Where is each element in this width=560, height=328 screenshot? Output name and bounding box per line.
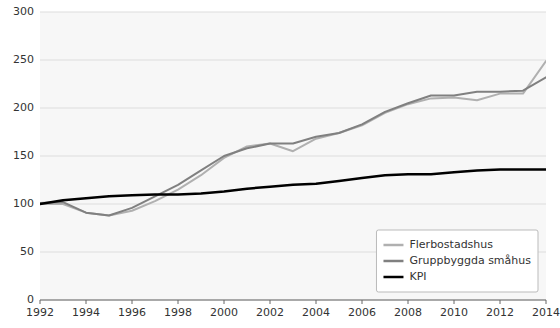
x-tick — [270, 300, 271, 304]
x-tick-label: 2006 — [348, 306, 376, 319]
series-line — [40, 61, 546, 216]
x-tick — [86, 300, 87, 304]
x-tick — [224, 300, 225, 304]
grid-line — [40, 300, 546, 301]
legend-swatch — [383, 276, 403, 279]
y-tick-label: 300 — [13, 5, 34, 18]
legend-swatch — [383, 260, 403, 263]
x-tick — [132, 300, 133, 304]
x-tick — [408, 300, 409, 304]
y-tick-label: 250 — [13, 53, 34, 66]
y-tick-label: 150 — [13, 149, 34, 162]
x-axis: 1992 1994 1996 1998 2000 2002 2004 2006 2008 2010… — [26, 300, 560, 319]
x-axis-line — [40, 300, 546, 301]
y-tick-label: 200 — [13, 101, 34, 114]
series-line — [40, 169, 546, 204]
grid-line — [40, 156, 546, 157]
y-axis: 0 50 100 150 200 250 300 — [13, 5, 546, 306]
x-tick-label: 2000 — [210, 306, 238, 319]
x-tick — [40, 300, 41, 304]
x-tick-label: 1994 — [72, 306, 100, 319]
x-tick-label: 1998 — [164, 306, 192, 319]
x-tick — [454, 300, 455, 304]
legend-label: KPI — [409, 270, 426, 283]
grid-line — [40, 108, 546, 109]
x-tick-label: 2008 — [394, 306, 422, 319]
grid-line — [40, 60, 546, 61]
x-tick-label: 2004 — [302, 306, 330, 319]
x-tick-label: 2002 — [256, 306, 284, 319]
y-tick-label: 100 — [13, 197, 34, 210]
x-tick-label: 2010 — [440, 306, 468, 319]
x-tick-label: 2012 — [486, 306, 514, 319]
legend: Flerbostadshus Gruppbyggda småhus KPI — [376, 230, 538, 292]
x-tick-label: 1992 — [26, 306, 54, 319]
legend-box — [376, 230, 538, 292]
series-line — [40, 77, 546, 215]
grid-line — [40, 204, 546, 205]
x-tick — [362, 300, 363, 304]
y-tick-label: 0 — [27, 293, 34, 306]
x-tick-label: 1996 — [118, 306, 146, 319]
chart: 0 50 100 150 200 250 300 1992 1994 1996 1998 2000 20… — [0, 0, 560, 328]
x-tick-label: 2014 — [532, 306, 560, 319]
y-tick-label: 50 — [20, 245, 34, 258]
grid-line — [40, 12, 546, 13]
x-tick — [546, 300, 547, 304]
x-tick — [500, 300, 501, 304]
plot-area — [40, 12, 546, 300]
legend-label: Gruppbyggda småhus — [409, 254, 531, 267]
x-tick — [178, 300, 179, 304]
chart-container: 0 50 100 150 200 250 300 1992 1994 1996 1998 2000 20… — [0, 0, 560, 328]
legend-swatch — [383, 244, 403, 247]
x-tick — [316, 300, 317, 304]
series-group — [40, 61, 546, 216]
legend-label: Flerbostadshus — [409, 238, 493, 251]
